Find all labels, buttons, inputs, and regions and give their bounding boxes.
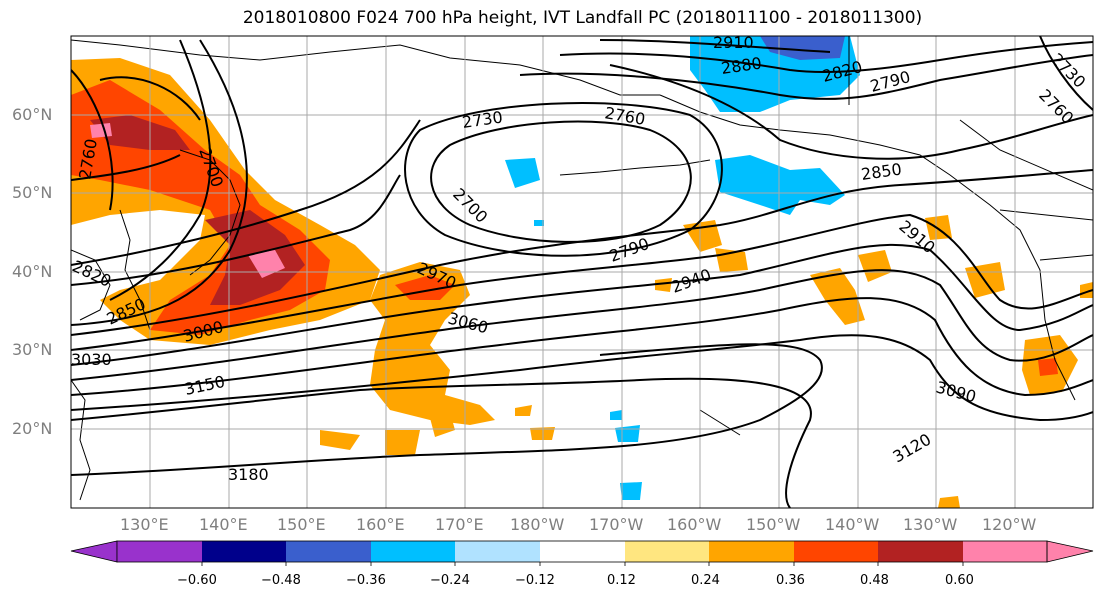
colorbar-tick-label: 0.60 bbox=[945, 573, 974, 588]
height-contours bbox=[71, 36, 1093, 508]
graticule bbox=[71, 36, 1093, 508]
lon-label: 180°W bbox=[510, 515, 565, 534]
colorbar-segment bbox=[709, 541, 794, 562]
lat-label: 30°N bbox=[12, 340, 53, 359]
coastlines bbox=[71, 36, 1093, 501]
colorbar-segment bbox=[625, 541, 709, 562]
contour-label: 3180 bbox=[228, 465, 269, 484]
colorbar-tick-label: −0.60 bbox=[177, 573, 217, 588]
colorbar-segment bbox=[878, 541, 963, 562]
colorbar-segment bbox=[371, 541, 455, 562]
colorbar-tick-label: −0.36 bbox=[346, 573, 386, 588]
lon-label: 140°E bbox=[199, 515, 248, 534]
lon-label: 160°W bbox=[667, 515, 722, 534]
colorbar-extend-low bbox=[70, 540, 118, 563]
colorbar-tick-label: 0.24 bbox=[691, 573, 720, 588]
colorbar-extend-high bbox=[1046, 540, 1094, 563]
colorbar-tick-label: 0.12 bbox=[607, 573, 636, 588]
ivt-positive-shading bbox=[71, 58, 1093, 508]
colorbar-tick-label: 0.48 bbox=[860, 573, 889, 588]
contour-label: 2910 bbox=[713, 33, 754, 52]
lon-label: 120°W bbox=[982, 515, 1037, 534]
colorbar-tick-label: 0.36 bbox=[776, 573, 805, 588]
lon-label: 170°E bbox=[435, 515, 484, 534]
colorbar-segment bbox=[455, 541, 540, 562]
lon-label: 160°E bbox=[356, 515, 405, 534]
colorbar bbox=[70, 540, 1094, 566]
colorbar-segment bbox=[963, 541, 1047, 562]
lat-label: 60°N bbox=[12, 105, 53, 124]
lat-label: 50°N bbox=[12, 183, 53, 202]
colorbar-segment bbox=[117, 541, 202, 562]
map-border bbox=[70, 35, 1094, 509]
colorbar-segment bbox=[286, 541, 371, 562]
lon-label: 150°E bbox=[277, 515, 326, 534]
map-plot-area bbox=[71, 36, 1093, 508]
lon-label: 150°W bbox=[746, 515, 801, 534]
colorbar-segment bbox=[540, 541, 625, 562]
lat-label: 20°N bbox=[12, 419, 53, 438]
lon-label: 130°E bbox=[120, 515, 169, 534]
lat-label: 40°N bbox=[12, 262, 53, 281]
lon-label: 170°W bbox=[589, 515, 644, 534]
contour-label: 3030 bbox=[71, 350, 112, 369]
lon-label: 140°W bbox=[825, 515, 880, 534]
map-title: 2018010800 F024 700 hPa height, IVT Land… bbox=[242, 8, 923, 28]
colorbar-segment bbox=[202, 541, 286, 562]
colorbar-tick-label: −0.12 bbox=[515, 573, 555, 588]
lon-label: 130°W bbox=[903, 515, 958, 534]
colorbar-tick-label: −0.24 bbox=[430, 573, 470, 588]
colorbar-segment bbox=[794, 541, 878, 562]
colorbar-tick-label: −0.48 bbox=[261, 573, 301, 588]
